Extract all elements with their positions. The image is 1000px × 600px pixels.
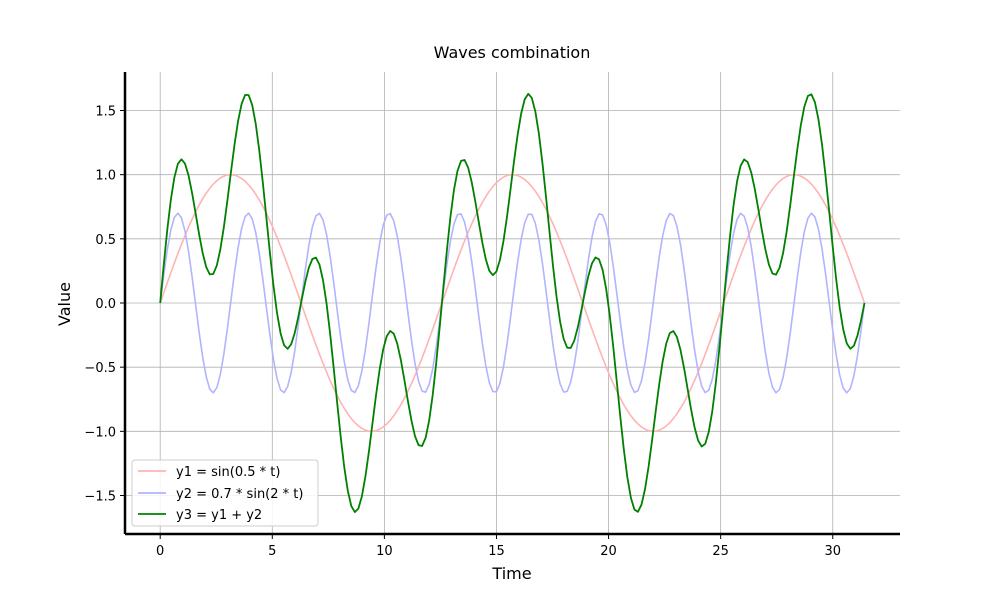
series-group [159, 92, 866, 513]
x-tick-label: 5 [268, 544, 276, 559]
y-tick-label: 1.5 [95, 105, 116, 120]
x-axis-label: Time [491, 564, 531, 583]
y-tick-label: −1.0 [84, 425, 116, 440]
x-tick-label: 25 [712, 544, 729, 559]
y-tick-label: −0.5 [84, 361, 116, 376]
x-tick-label: 30 [824, 544, 841, 559]
x-tick-label: 15 [488, 544, 505, 559]
x-ticks: 0 5 10 15 20 25 30 [156, 534, 841, 559]
y-ticks: −1.5 −1.0 −0.5 0.0 0.5 1.0 1.5 [84, 105, 125, 505]
legend: y1 = sin(0.5 * t) y2 = 0.7 * sin(2 * t) … [131, 459, 319, 527]
legend-label-y3: y3 = y1 + y2 [176, 508, 262, 523]
legend-label-y1: y1 = sin(0.5 * t) [176, 465, 280, 480]
x-tick-label: 0 [156, 544, 164, 559]
y-tick-label: 0.5 [95, 233, 116, 248]
x-tick-label: 10 [376, 544, 393, 559]
y-tick-label: −1.5 [84, 490, 116, 505]
series-line-y2 [159, 212, 866, 394]
series-line-y3 [159, 92, 866, 513]
chart-title: Waves combination [434, 43, 591, 62]
x-tick-label: 20 [600, 544, 617, 559]
legend-box [131, 459, 319, 527]
y-axis-label: Value [55, 282, 74, 326]
y-tick-label: 1.0 [95, 169, 116, 184]
legend-label-y2: y2 = 0.7 * sin(2 * t) [176, 487, 303, 502]
y-tick-label: 0.0 [95, 297, 116, 312]
